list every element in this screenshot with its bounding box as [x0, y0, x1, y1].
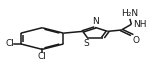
Text: NH: NH	[133, 20, 147, 29]
Text: N: N	[92, 17, 99, 26]
Text: O: O	[133, 36, 140, 45]
Text: Cl: Cl	[5, 39, 14, 48]
Text: H₂N: H₂N	[121, 9, 138, 18]
Text: Cl: Cl	[38, 52, 47, 61]
Text: S: S	[84, 39, 90, 48]
